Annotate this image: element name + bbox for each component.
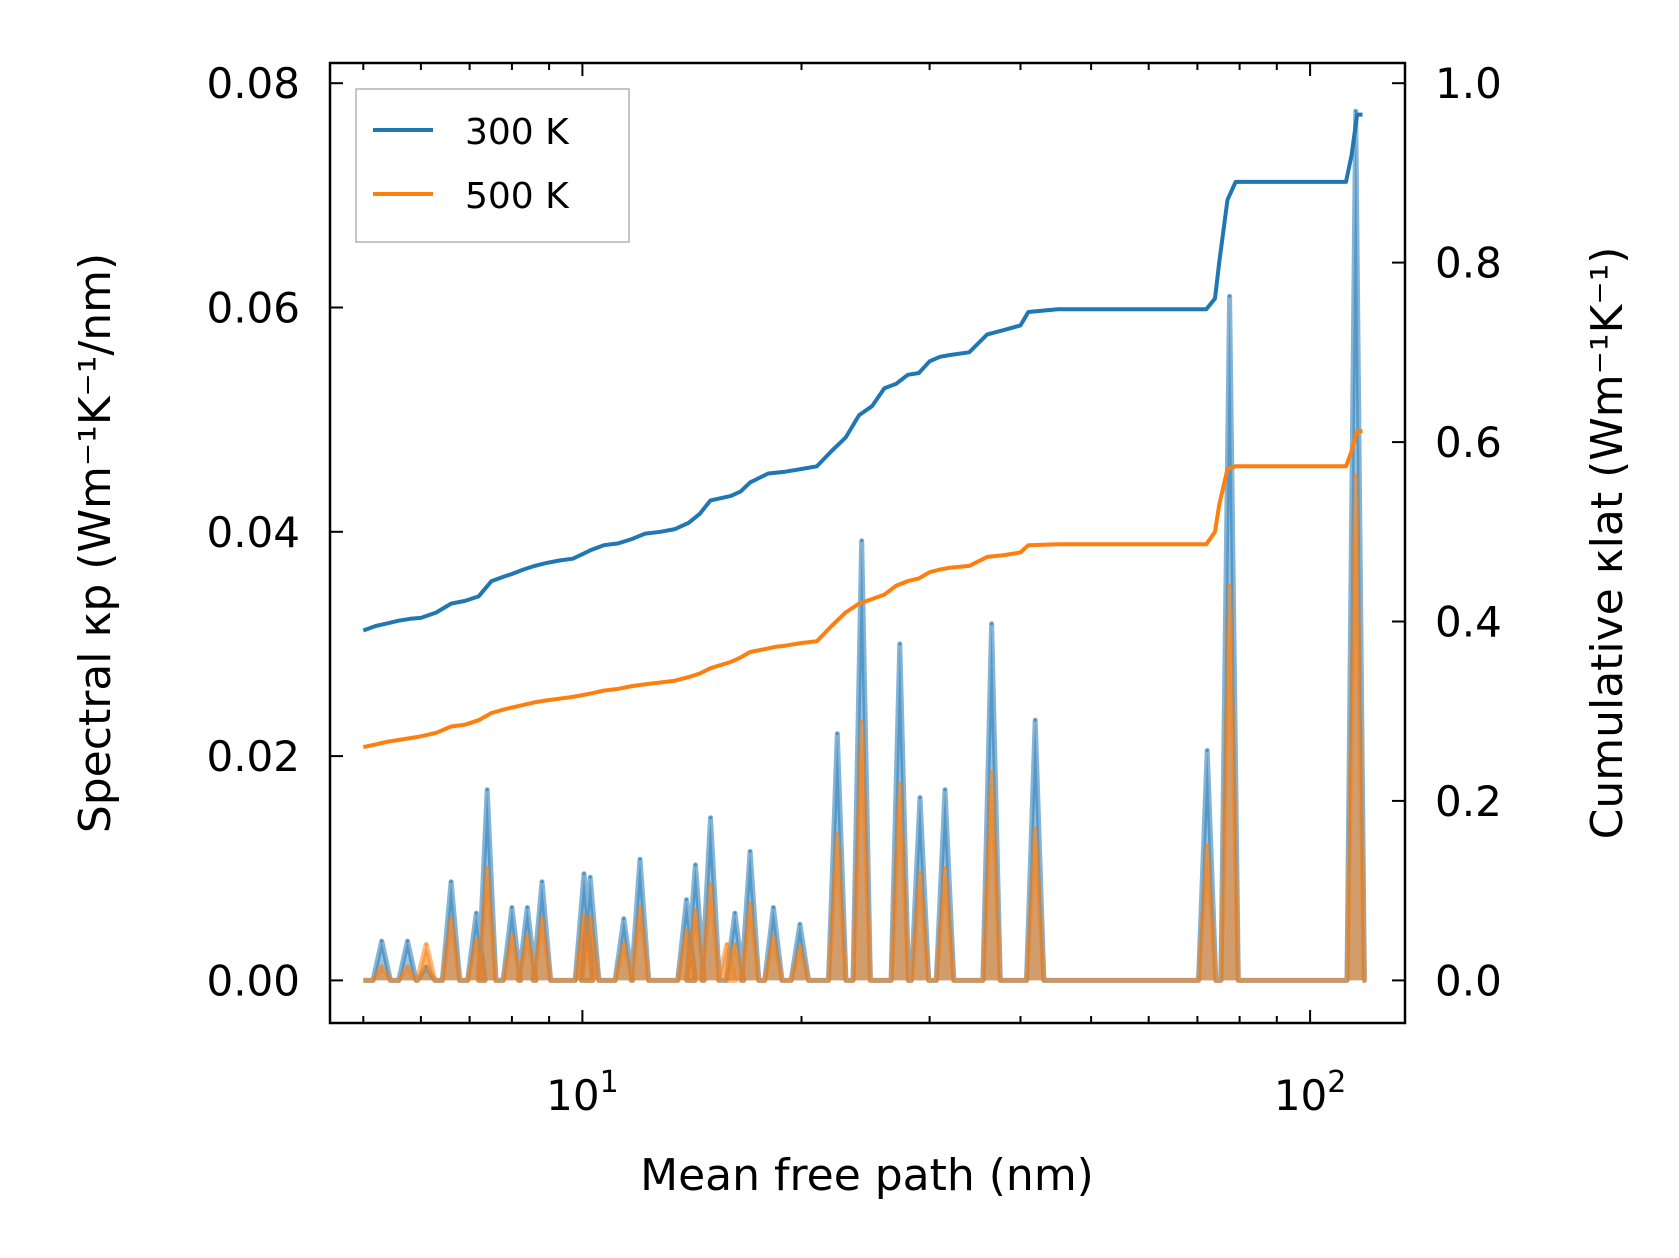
spectral-peak-300k — [835, 732, 839, 736]
legend-label-500k: 500 K — [465, 176, 570, 217]
right-y-tick-label: 1.0 — [1435, 59, 1502, 108]
spectral-peak-500k — [485, 866, 489, 870]
left-y-tick-label: 0.00 — [206, 956, 300, 1005]
cumulative-line-300k — [362, 112, 1363, 633]
spectral-peak-300k — [380, 939, 384, 943]
spectral-peak-300k — [798, 922, 802, 926]
spectral-peak-500k — [733, 943, 737, 946]
right-y-tick-label: 0.2 — [1435, 777, 1502, 826]
spectral-series-layer — [363, 108, 1367, 983]
left-y-tick-label: 0.02 — [206, 732, 300, 781]
spectral-peak-500k — [1033, 827, 1037, 831]
spectral-peak-500k — [748, 902, 752, 906]
spectral-peak-500k — [582, 913, 586, 917]
spectral-peak-500k — [622, 941, 626, 945]
spectral-peak-500k — [1228, 584, 1232, 588]
legend-label-300k: 300 K — [465, 112, 570, 153]
spectral-peak-300k — [525, 906, 529, 909]
right-y-axis-label: Cumulative κlat (Wm⁻¹K⁻¹) — [1582, 247, 1633, 840]
spectral-peak-300k — [510, 906, 514, 909]
spectral-peak-300k — [685, 898, 688, 902]
spectral-peak-500k — [449, 917, 453, 921]
left-y-tick-label: 0.08 — [206, 59, 300, 108]
spectral-peak-500k — [1354, 474, 1358, 478]
axis-tick-labels: 101 102 0.00 0.02 0.04 0.06 0.08 0.0 0.2 0.4 0.6 0.… — [206, 59, 1501, 1120]
cumulative-series-layer — [362, 112, 1363, 750]
spectral-peak-300k — [748, 849, 752, 853]
plot-area — [362, 108, 1367, 983]
spectral-peak-300k — [1033, 718, 1037, 722]
spectral-peak-300k — [860, 539, 864, 543]
left-y-tick-label: 0.06 — [206, 284, 300, 333]
spectral-peak-300k — [709, 816, 712, 820]
spectral-peak-300k — [588, 875, 592, 879]
spectral-peak-500k — [725, 943, 729, 946]
spectral-peak-500k — [588, 916, 592, 920]
spectral-peak-300k — [771, 906, 775, 909]
left-y-tick-label: 0.04 — [206, 508, 300, 557]
spectral-peak-500k — [771, 935, 775, 939]
left-y-axis-label: Spectral κp (Wm⁻¹K⁻¹/nm) — [70, 253, 121, 833]
right-y-tick-label: 0.4 — [1435, 598, 1502, 647]
spectral-peak-500k — [798, 945, 802, 949]
plot-frame — [328, 61, 1407, 1025]
spectral-peak-500k — [943, 866, 947, 870]
spectral-peak-500k — [406, 965, 409, 969]
spectral-peak-300k — [485, 788, 489, 792]
spectral-peak-500k — [638, 906, 642, 909]
spectral-peak-300k — [693, 863, 697, 867]
x-tick-label: 101 — [546, 1065, 619, 1120]
spectral-peak-500k — [474, 938, 478, 942]
spectral-peak-500k — [898, 782, 902, 786]
spectral-peak-300k — [918, 796, 922, 800]
cumulative-line-500k — [362, 429, 1363, 750]
spectral-peak-500k — [860, 720, 864, 724]
spectral-peak-500k — [990, 771, 994, 775]
right-y-tick-label: 0.8 — [1435, 239, 1502, 288]
spectral-peak-500k — [709, 883, 712, 887]
right-y-tick-label: 0.0 — [1435, 956, 1502, 1005]
spectral-peak-300k — [990, 622, 994, 626]
spectral-peak-300k — [1354, 109, 1358, 113]
spectral-peak-300k — [540, 880, 544, 884]
spectral-peak-300k — [582, 872, 586, 876]
spectral-peak-300k — [406, 939, 409, 943]
x-axis-label: Mean free path (nm) — [640, 1150, 1094, 1201]
spectral-peak-500k — [525, 934, 529, 937]
x-tick-label: 102 — [1274, 1065, 1347, 1120]
spectral-peak-300k — [449, 880, 453, 884]
spectral-peak-300k — [733, 911, 737, 915]
spectral-peak-500k — [918, 871, 922, 875]
right-y-tick-label: 0.6 — [1435, 418, 1502, 467]
spectral-fill-500k — [363, 475, 1365, 981]
spectral-peak-500k — [510, 934, 514, 937]
spectral-peak-500k — [835, 833, 839, 837]
spectral-peak-300k — [1205, 749, 1209, 752]
spectral-peak-300k — [898, 642, 902, 646]
legend: 300 K 500 K — [355, 88, 630, 243]
spectral-peak-500k — [1205, 844, 1209, 848]
spectral-peak-500k — [693, 909, 697, 913]
spectral-peak-300k — [638, 857, 642, 861]
spectral-peak-300k — [474, 911, 478, 915]
legend-box — [355, 88, 630, 243]
spectral-peak-300k — [943, 788, 947, 792]
spectral-peak-500k — [380, 965, 384, 969]
spectral-peak-500k — [424, 943, 428, 946]
spectral-peak-300k — [622, 917, 626, 921]
spectral-peak-300k — [1228, 294, 1232, 298]
spectral-peak-500k — [685, 929, 688, 933]
spectral-peak-500k — [540, 917, 544, 921]
